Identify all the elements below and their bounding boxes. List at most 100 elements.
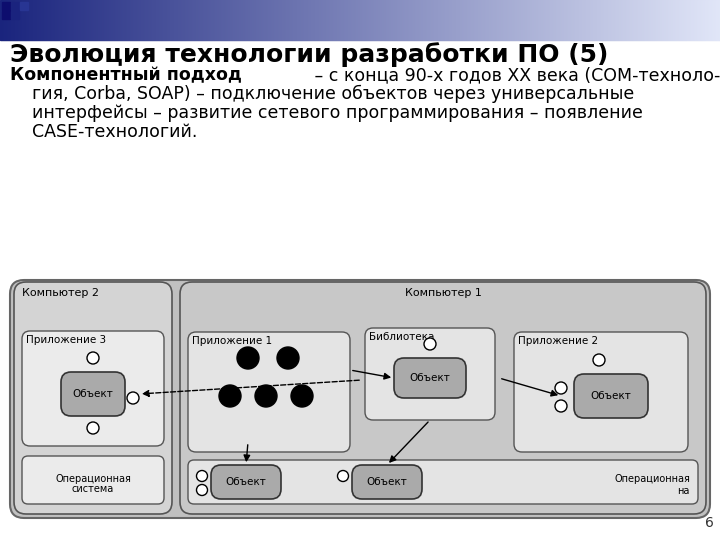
Bar [274, 0, 275, 40]
Bar [152, 0, 153, 40]
Bar [120, 0, 121, 40]
Bar [99, 0, 100, 40]
Bar [621, 0, 622, 40]
Bar [433, 0, 434, 40]
Bar [645, 0, 646, 40]
Circle shape [424, 338, 436, 350]
Bar [253, 0, 254, 40]
Bar [203, 0, 204, 40]
Bar [494, 0, 495, 40]
Bar [28, 0, 29, 40]
FancyBboxPatch shape [365, 328, 495, 420]
Bar [372, 0, 373, 40]
Bar [83, 0, 84, 40]
Bar [57, 0, 58, 40]
Bar [685, 0, 686, 40]
Bar [81, 0, 82, 40]
Bar [446, 0, 447, 40]
Bar [219, 0, 220, 40]
Bar [318, 0, 319, 40]
Bar [698, 0, 699, 40]
Bar [241, 0, 242, 40]
Bar [516, 0, 517, 40]
Bar [393, 0, 394, 40]
Bar [440, 0, 441, 40]
Bar [184, 0, 185, 40]
Bar [529, 0, 530, 40]
Bar [231, 0, 232, 40]
Bar [670, 0, 671, 40]
Bar [423, 0, 424, 40]
Bar [114, 0, 115, 40]
Bar [407, 0, 408, 40]
Bar [635, 0, 636, 40]
Bar [666, 0, 667, 40]
Bar [611, 0, 612, 40]
Bar [21, 0, 22, 40]
Bar [538, 0, 539, 40]
Bar [223, 0, 224, 40]
Bar [523, 0, 524, 40]
Bar [526, 0, 527, 40]
Bar [206, 0, 207, 40]
Bar [560, 0, 561, 40]
Bar [350, 0, 351, 40]
Bar [237, 0, 238, 40]
Bar [366, 0, 367, 40]
Bar [2, 2, 10, 10]
Bar [603, 0, 604, 40]
Bar [669, 0, 670, 40]
Bar [718, 0, 719, 40]
Bar [338, 0, 339, 40]
Bar [169, 0, 170, 40]
Bar [13, 0, 14, 40]
Bar [230, 0, 231, 40]
Bar [644, 0, 645, 40]
Bar [429, 0, 430, 40]
Bar [665, 0, 666, 40]
Bar [167, 0, 168, 40]
Bar [542, 0, 543, 40]
Bar [124, 0, 125, 40]
Bar [490, 0, 491, 40]
Bar [14, 0, 15, 40]
Bar [585, 0, 586, 40]
Bar [549, 0, 550, 40]
Bar [382, 0, 383, 40]
Circle shape [237, 347, 259, 369]
Bar [525, 0, 526, 40]
Text: интерфейсы – развитие сетевого программирования – появление: интерфейсы – развитие сетевого программи… [32, 104, 643, 122]
Bar [49, 0, 50, 40]
Bar [78, 0, 79, 40]
Bar [65, 0, 66, 40]
Bar [416, 0, 417, 40]
Bar [668, 0, 669, 40]
Bar [126, 0, 127, 40]
FancyBboxPatch shape [10, 280, 710, 518]
Bar [625, 0, 626, 40]
Bar [466, 0, 467, 40]
Bar [647, 0, 648, 40]
Bar [339, 0, 340, 40]
Bar [348, 0, 349, 40]
Bar [183, 0, 184, 40]
Bar [166, 0, 167, 40]
Bar [577, 0, 578, 40]
Bar [131, 0, 132, 40]
Bar [575, 0, 576, 40]
Bar [395, 0, 396, 40]
Bar [148, 0, 149, 40]
Bar [711, 0, 712, 40]
Bar [286, 0, 287, 40]
Circle shape [87, 352, 99, 364]
Bar [291, 0, 292, 40]
Bar [686, 0, 687, 40]
Text: Операционная: Операционная [55, 474, 131, 484]
Bar [87, 0, 88, 40]
Bar [267, 0, 268, 40]
Bar [73, 0, 74, 40]
Bar [209, 0, 210, 40]
Bar [547, 0, 548, 40]
Bar [258, 0, 259, 40]
Bar [512, 0, 513, 40]
